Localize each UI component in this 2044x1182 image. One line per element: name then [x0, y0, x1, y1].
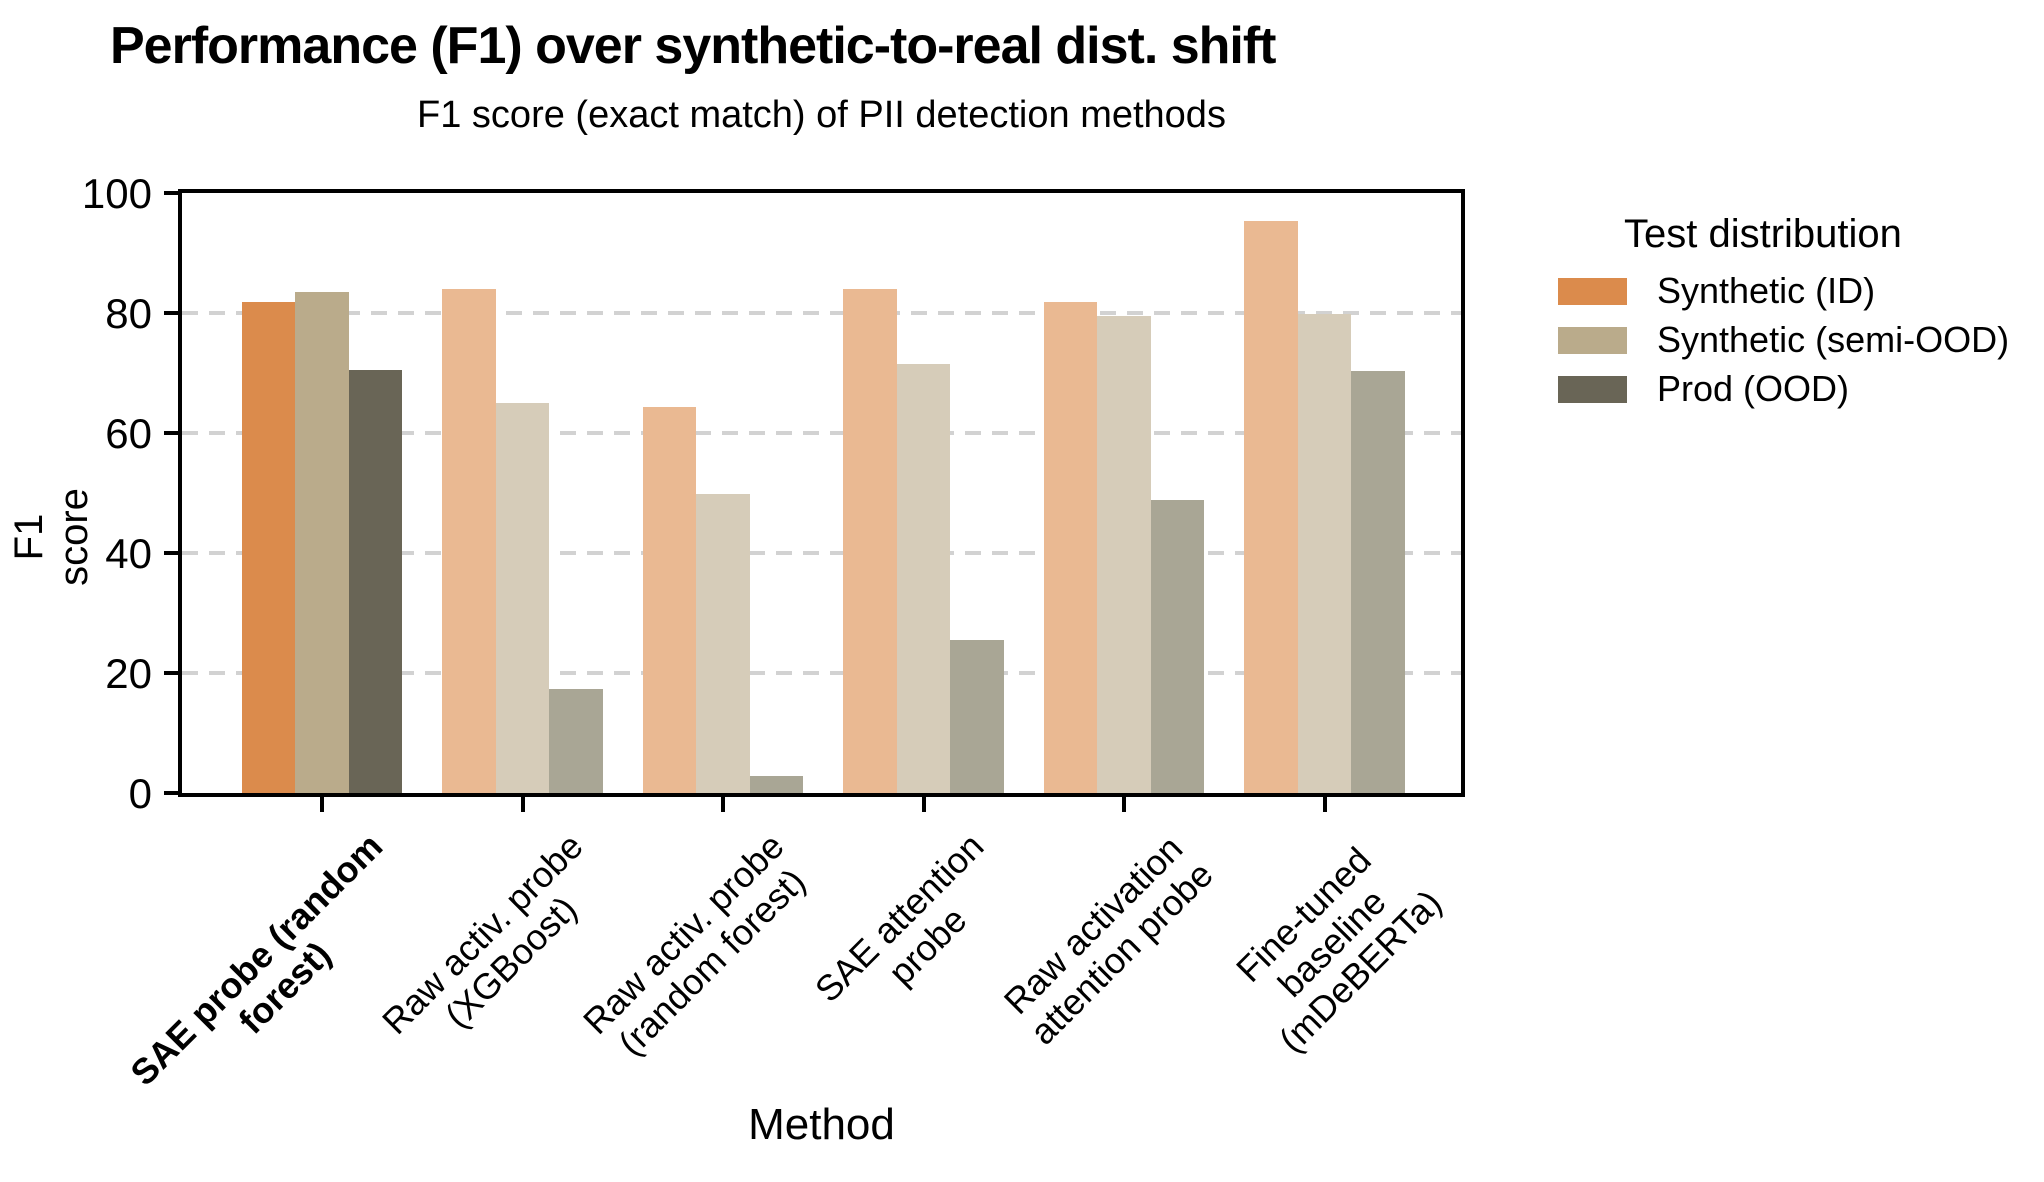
y-tick-60 [164, 431, 178, 435]
bar-synthetic-id--cat1 [442, 289, 496, 793]
gridline-20 [182, 671, 1461, 675]
bar-synthetic-id--cat5 [1244, 220, 1298, 793]
bar-synthetic-semi-ood--cat0 [295, 292, 349, 793]
y-tick-100 [164, 191, 178, 195]
legend-items: Synthetic (ID) Synthetic (semi-OOD) Prod (… [1558, 273, 2009, 407]
x-axis-title: Method [748, 1100, 895, 1149]
bar-synthetic-semi-ood--cat2 [696, 494, 750, 793]
bar-synthetic-semi-ood--cat5 [1297, 314, 1352, 793]
bar-synthetic-semi-ood--cat3 [896, 364, 951, 793]
y-tick-0 [164, 791, 178, 795]
bar-prod-ood--cat5 [1351, 370, 1405, 793]
y-tick-label-20: 20 [105, 650, 152, 697]
bar-synthetic-id--cat3 [843, 289, 897, 793]
y-tick-label-60: 60 [105, 410, 152, 457]
y-tick-80 [164, 311, 178, 315]
gridline-80 [182, 311, 1461, 315]
y-tick-20 [164, 671, 178, 675]
legend-label-1: Synthetic (semi-OOD) [1657, 319, 2010, 360]
legend-swatch-0 [1558, 277, 1627, 305]
y-tick-label-0: 0 [128, 770, 152, 817]
bar-prod-ood--cat4 [1150, 500, 1205, 793]
x-tick-label-3: SAE attention probe [807, 825, 992, 1010]
x-tick-1 [520, 797, 525, 812]
legend-item-2: Prod (OOD) [1558, 371, 2009, 407]
bar-prod-ood--cat1 [549, 689, 603, 793]
chart-title: Performance (F1) over synthetic-to-real … [110, 17, 1277, 75]
bar-synthetic-id--cat4 [1043, 302, 1098, 793]
y-tick-label-40: 40 [105, 530, 152, 577]
legend-title: Test distribution [1624, 212, 1902, 256]
x-tick-label-0: SAE probe (random forest) [122, 825, 391, 1094]
x-tick-label-4: Raw activation attention probe [995, 827, 1221, 1053]
bar-prod-ood--cat0 [348, 370, 403, 793]
x-tick-2 [721, 797, 725, 812]
legend-swatch-2 [1558, 375, 1627, 403]
bar-prod-ood--cat2 [749, 776, 804, 793]
gridline-40 [182, 551, 1461, 555]
legend-swatch-1 [1558, 326, 1627, 354]
chart-subtitle: F1 score (exact match) of PII detection … [417, 94, 1226, 136]
legend: Test distribution Synthetic (ID) Syntheti… [1558, 212, 2009, 424]
legend-item-1: Synthetic (semi-OOD) [1558, 322, 2009, 358]
x-tick-label-5: Fine-tuned baseline (mDeBERTa) [1228, 839, 1450, 1061]
x-tick-label-2: Raw activ. probe (random forest) [574, 825, 813, 1064]
legend-label-2: Prod (OOD) [1657, 368, 1850, 409]
plot-area [164, 189, 1465, 797]
gridline-60 [182, 431, 1461, 435]
bar-synthetic-id--cat2 [642, 406, 697, 793]
x-tick-3 [921, 797, 926, 812]
y-tick-label-100: 100 [81, 170, 152, 217]
x-tick-5 [1322, 797, 1327, 812]
bar-prod-ood--cat3 [950, 640, 1004, 793]
legend-item-0: Synthetic (ID) [1558, 273, 2009, 309]
x-tick-label-1: Raw activ. probe (XGBoost) [374, 825, 591, 1042]
bar-synthetic-semi-ood--cat4 [1097, 316, 1151, 793]
bar-synthetic-semi-ood--cat1 [495, 403, 550, 793]
bar-synthetic-id--cat0 [241, 302, 296, 793]
x-tick-0 [320, 797, 324, 812]
y-tick-label-80: 80 [105, 290, 152, 337]
y-tick-40 [164, 551, 178, 555]
legend-label-0: Synthetic (ID) [1657, 270, 1876, 311]
x-tick-4 [1122, 797, 1126, 812]
